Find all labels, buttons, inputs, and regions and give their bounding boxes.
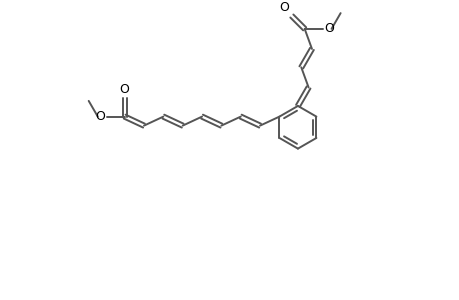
Text: O: O (279, 1, 288, 14)
Text: O: O (95, 110, 105, 123)
Text: O: O (323, 22, 333, 35)
Text: O: O (119, 82, 129, 96)
